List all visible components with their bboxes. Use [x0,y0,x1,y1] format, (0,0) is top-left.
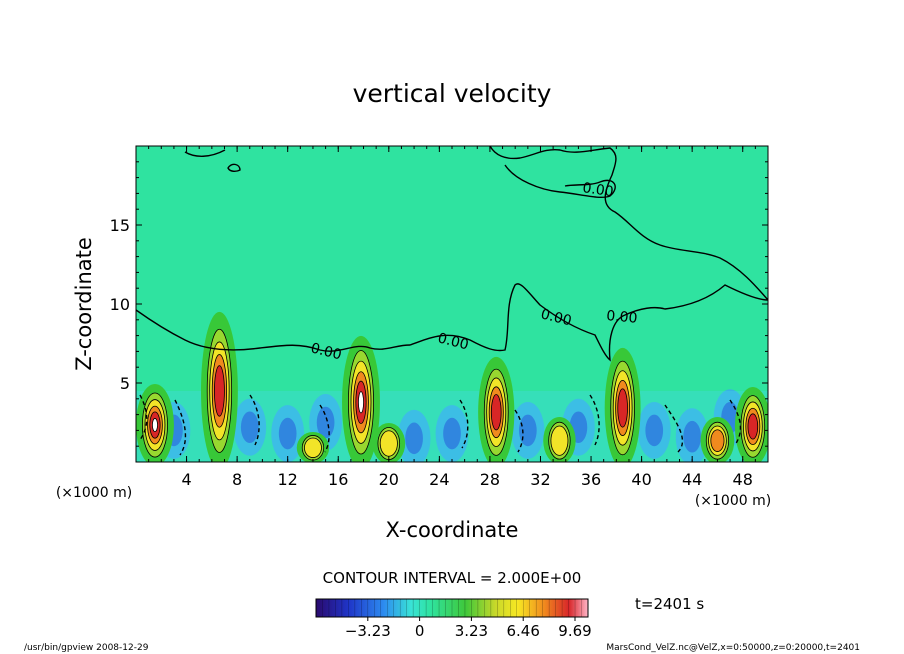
zero-contour-upper [489,146,768,301]
colorbar-ticks: −3.23 0 3.23 6.46 9.69 [345,617,592,640]
x-tick-label: 8 [232,470,242,489]
colorbar-tick-label: −3.23 [345,622,391,640]
colorbar-tick-label: 0 [415,622,425,640]
y-tick-label: 5 [120,374,130,393]
y-tick-label: 15 [110,216,130,235]
x-tick-label: 40 [631,470,651,489]
x-tick-label: 24 [429,470,449,489]
colorbar: −3.23 0 3.23 6.46 9.69 [315,598,592,640]
x-tick-label: 48 [733,470,753,489]
updraft-contour [747,413,759,440]
colorbar-tick-label: 6.46 [507,622,540,640]
x-tick-label: 28 [480,470,500,489]
neg-contour-6 [514,409,524,453]
updraft-contour [550,425,569,456]
x-tick-label: 44 [682,470,702,489]
updraft-contour [304,437,322,458]
downdraft-core [645,414,664,447]
x-unit-left: (×1000 m) [56,485,132,501]
x-axis-ticks: 4 8 12 16 20 24 28 32 36 40 44 48 [135,146,769,489]
colorbar-tick-label: 9.69 [558,622,591,640]
x-tick-label: 12 [278,470,298,489]
boundary-layer-band [136,390,768,462]
updraft-contour [617,388,628,428]
x-axis-label: X-coordinate [386,518,519,542]
zero-contour-lower [136,283,768,362]
downdraft-core [278,417,297,450]
colorbar-tick-label: 3.23 [455,622,488,640]
x-tick-label: 36 [581,470,601,489]
contour-labels: 0.00 0.00 0.00 0.00 0.00 [309,180,638,363]
updraft-contour [151,418,158,433]
contour-label: 0.00 [309,340,343,363]
contour-label: 0.00 [539,306,573,329]
footer-right: MarsCond_VelZ.nc@VelZ,x=0:50000,z=0:2000… [606,643,860,653]
colorbar-dividers [322,599,582,617]
neg-contour-9 [729,399,742,446]
downdraft-core [240,411,259,444]
time-label: t=2401 s [635,595,704,613]
contour-interval: CONTOUR INTERVAL = 2.000E+00 [323,569,582,587]
downdraft-core [316,406,335,439]
contour-label: 0.00 [581,180,614,200]
updraft-contour [490,394,502,431]
x-tick-label: 20 [379,470,399,489]
downdraft-core [443,417,461,450]
updraft-contour [214,365,225,417]
neg-contour-2 [174,399,187,456]
plot-area: 0.00 0.00 0.00 0.00 0.00 [136,146,768,462]
neg-contour-8 [664,404,684,453]
neg-contour-4 [319,404,330,453]
x-tick-label: 4 [181,470,191,489]
x-tick-label: 32 [530,470,550,489]
y-axis-label: Z-coordinate [72,237,96,371]
updraft-contour [358,391,364,414]
updraft-contour [710,429,725,452]
chart-title: vertical velocity [353,79,552,108]
updraft-contour [379,430,398,457]
x-tick-label: 16 [328,470,348,489]
downdraft-core [518,414,537,447]
contour-label: 0.00 [436,330,470,353]
footer-left: /usr/bin/gpview 2008-12-29 [24,643,149,653]
contour-lines [136,146,768,456]
contour-label: 0.00 [606,308,638,327]
y-tick-label: 10 [110,295,130,314]
zero-contour-top-left [184,149,226,157]
zero-contour-top [504,164,616,199]
downdraft-core [683,420,702,453]
neg-contour-1 [139,394,148,441]
y-axis-ticks: 5 10 15 [110,145,768,463]
x-unit-right: (×1000 m) [695,493,771,509]
zero-contour-blob [227,163,241,173]
downdraft-core [405,422,423,455]
